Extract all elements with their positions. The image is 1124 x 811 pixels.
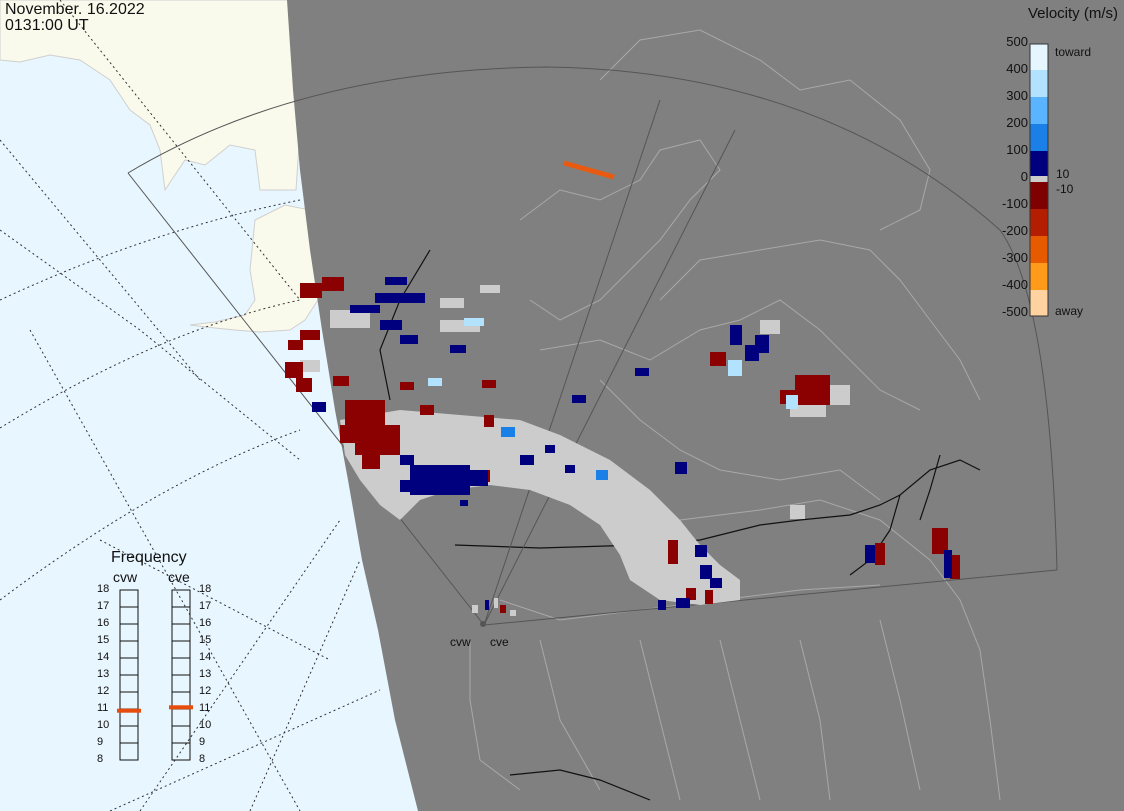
frequency-scale-label: 12 [97,685,110,697]
away-label: away [1055,304,1084,318]
legend-tick-label: 500 [1006,34,1028,49]
frequency-scale-label: 8 [199,753,206,765]
radar-name-cve: cve [168,569,190,585]
frequency-markers [117,705,193,713]
frequency-scale-label: 11 [97,702,109,714]
radar-site-marks [472,598,516,627]
frequency-scale-label: 10 [199,719,212,731]
frequency-scale-label: 17 [97,600,110,612]
frequency-scale-label: 11 [199,702,211,714]
radar-name-cvw: cvw [113,569,138,585]
legend-tick-label: 400 [1006,61,1028,76]
frequency-scale-label: 18 [97,583,110,595]
site-label-cvw: cvw [450,635,471,649]
frequency-scale-label: 15 [199,634,212,646]
velocity-legend-title: Velocity (m/s) [1027,5,1118,22]
frequency-scale-label: 13 [199,668,212,680]
fast-toward-cells [428,318,798,480]
frequency-scale-label: 8 [97,753,104,765]
legend-tick-label: 100 [1006,142,1028,157]
frequency-title: Frequency [111,549,187,566]
site-label-cve: cve [490,635,509,649]
frequency-scale-label: 18 [199,583,212,595]
frequency-scale-label: 14 [199,651,212,663]
frequency-marker-cvw [117,708,141,713]
frequency-scale-label: 16 [199,617,212,629]
graticule-day [0,0,381,811]
frequency-marker-cve [169,705,193,710]
legend-tick-label: -400 [1001,277,1028,292]
legend-tick-label: -100 [1001,196,1028,211]
ground-scatter [300,285,850,605]
frequency-scale-label: 14 [97,651,110,663]
frequency-scale-label: 12 [199,685,212,697]
night-region [287,0,1124,811]
legend-tick-label: 0 [1020,169,1028,184]
orange-velocity-streak [563,160,615,180]
frequency-scale-label: 9 [97,736,104,748]
frequency-scale-label: 15 [97,634,110,646]
legend-small-tick-neg: -10 [1056,182,1074,196]
legend-small-tick-pos: 10 [1056,167,1070,181]
time-label: 0131:00 UT [5,17,89,34]
frequency-scale-label: 9 [199,736,206,748]
toward-label: toward [1055,45,1092,59]
legend-tick-label: -200 [1001,223,1028,238]
legend-tick-label: 300 [1006,88,1028,103]
toward-velocity-cells [312,277,952,610]
legend-tick-label: -300 [1001,250,1028,265]
date-label: November. 16.2022 [5,1,145,18]
radar-fov [127,66,1058,626]
frequency-scale-label: 17 [199,600,212,612]
legend-tick-label: -500 [1001,304,1028,319]
frequency-scale-label: 10 [97,719,110,731]
frequency-scale-label: 13 [97,668,110,680]
frequency-scale-label: 16 [97,617,110,629]
legend-tick-label: 200 [1006,115,1028,130]
velocity-colorbar [1029,43,1049,317]
